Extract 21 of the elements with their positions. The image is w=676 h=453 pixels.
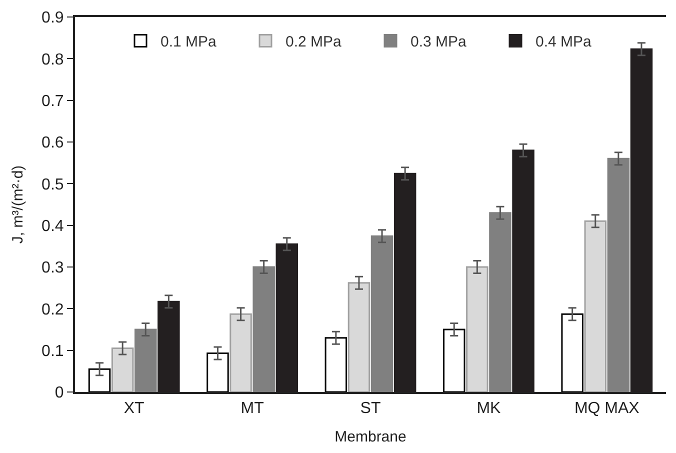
y-tick-label: 0.1 [42, 342, 64, 360]
legend-label: 0.2 MPa [286, 34, 342, 51]
legend-label: 0.4 MPa [536, 34, 592, 51]
legend-label: 0.1 MPa [160, 34, 218, 51]
x-tick-label: XT [124, 400, 145, 418]
y-tick-label: 0.5 [42, 176, 64, 194]
x-tick-label: MK [476, 400, 502, 418]
x-tick-label: ST [360, 400, 381, 418]
y-tick-label: 0.2 [42, 301, 64, 318]
y-tick-label: 0.6 [42, 134, 64, 152]
x-axis-title: Membrane [334, 428, 406, 446]
y-tick-label: 0.8 [42, 51, 64, 68]
y-tick-label: 0.3 [42, 260, 64, 277]
y-tick-label: 0 [54, 384, 64, 402]
y-tick-label: 0.7 [42, 92, 64, 110]
legend-label: 0.3 MPa [410, 34, 468, 51]
y-tick-label: 0.4 [42, 218, 64, 235]
x-tick-label: MQ MAX [574, 400, 640, 418]
y-axis-title: J, m³/(m²·d) [9, 165, 26, 244]
y-tick-label: 0.9 [42, 10, 64, 27]
x-tick-label: MT [240, 400, 264, 418]
